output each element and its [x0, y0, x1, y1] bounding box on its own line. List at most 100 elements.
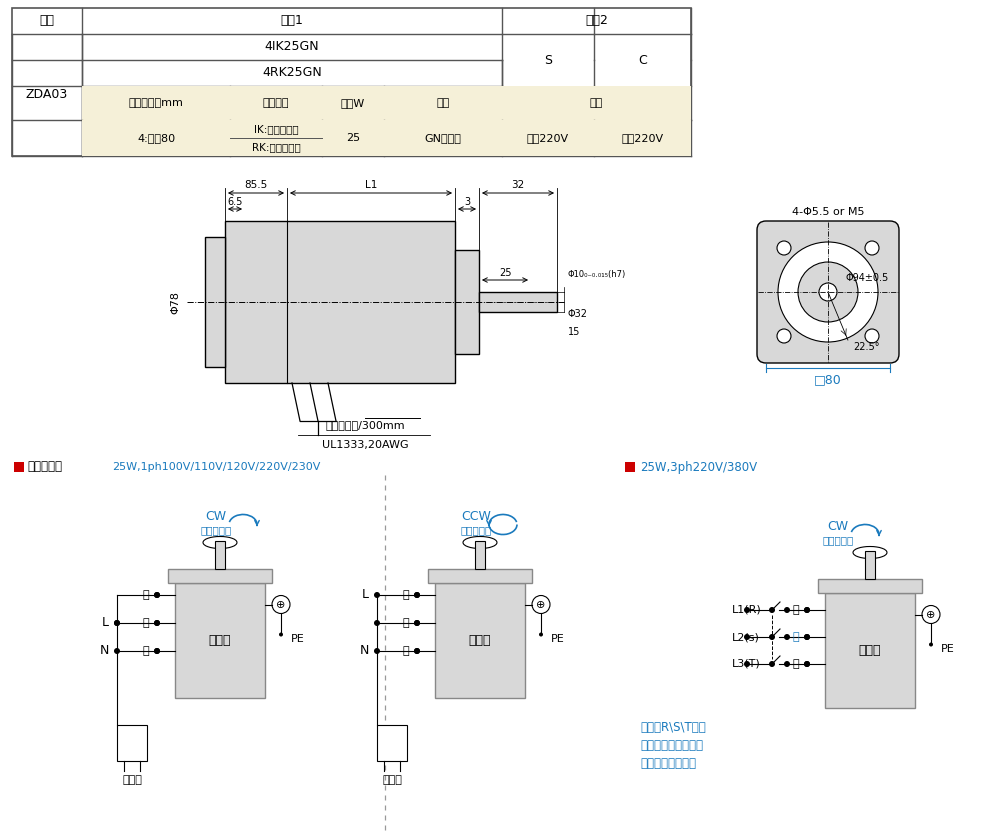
Circle shape	[114, 620, 120, 626]
Text: 接线示意图: 接线示意图	[27, 460, 62, 473]
Bar	[12, 8, 691, 156]
FancyBboxPatch shape	[757, 221, 899, 363]
Text: 顺时针方向: 顺时针方向	[200, 526, 231, 536]
Text: PE: PE	[291, 635, 305, 645]
Circle shape	[154, 648, 160, 654]
Circle shape	[154, 592, 160, 598]
Text: 蓝: 蓝	[403, 590, 409, 600]
Text: 电动机: 电动机	[859, 643, 881, 656]
Text: 红: 红	[143, 646, 149, 656]
Text: 单相220V: 单相220V	[621, 133, 664, 143]
Text: IK:感应电动机: IK:感应电动机	[254, 124, 299, 134]
Text: 32: 32	[511, 180, 525, 190]
Text: UL1333,20AWG: UL1333,20AWG	[321, 440, 409, 450]
Text: 25W,1ph100V/110V/120V/220V/230V: 25W,1ph100V/110V/120V/220V/230V	[112, 462, 320, 472]
Text: 白: 白	[143, 618, 149, 628]
Text: L3(T): L3(T)	[732, 659, 761, 669]
Circle shape	[804, 607, 810, 613]
Text: CCW: CCW	[461, 510, 491, 523]
Text: 22.5°: 22.5°	[853, 342, 879, 352]
Circle shape	[272, 596, 290, 613]
Circle shape	[374, 592, 380, 598]
Bar	[322, 86, 384, 120]
Text: 电动机尺寸mm: 电动机尺寸mm	[129, 98, 184, 108]
Circle shape	[414, 648, 420, 654]
Text: 25: 25	[499, 268, 511, 278]
Text: 4IK25GN: 4IK25GN	[265, 41, 319, 53]
Text: 功率W: 功率W	[341, 98, 365, 108]
Text: L: L	[362, 588, 369, 602]
Text: ⊕: ⊕	[277, 600, 286, 610]
Text: 电容器: 电容器	[382, 775, 402, 785]
Circle shape	[769, 661, 775, 667]
Text: 白: 白	[403, 618, 409, 628]
Circle shape	[922, 606, 940, 623]
Circle shape	[279, 632, 283, 636]
Text: 轴类: 轴类	[436, 98, 449, 108]
Bar	[230, 120, 322, 156]
Text: Φ78: Φ78	[170, 290, 180, 314]
Circle shape	[784, 634, 790, 640]
Text: 红: 红	[403, 646, 409, 656]
Text: ⊕: ⊕	[927, 610, 935, 620]
Text: 4:表示80: 4:表示80	[137, 133, 175, 143]
Circle shape	[784, 607, 790, 613]
Circle shape	[114, 648, 120, 654]
Bar	[225, 221, 455, 383]
Circle shape	[804, 661, 810, 667]
Text: Φ32: Φ32	[568, 309, 588, 319]
Text: 规格1: 规格1	[281, 14, 304, 27]
Bar	[625, 462, 635, 472]
Circle shape	[777, 241, 791, 255]
Circle shape	[414, 620, 420, 626]
Text: L1: L1	[365, 180, 377, 190]
Text: Φ94±0.5: Φ94±0.5	[846, 273, 889, 283]
Text: 类型名称: 类型名称	[263, 98, 290, 108]
Bar	[865, 551, 875, 578]
Text: 意二条，电动机会作: 意二条，电动机会作	[640, 739, 703, 752]
Circle shape	[778, 242, 878, 342]
Text: 三相220V: 三相220V	[527, 133, 569, 143]
Circle shape	[539, 632, 543, 636]
Circle shape	[865, 329, 879, 343]
Circle shape	[414, 592, 420, 598]
Text: 85.5: 85.5	[244, 180, 268, 190]
Bar	[205, 237, 225, 367]
Circle shape	[744, 661, 750, 667]
Text: C: C	[638, 53, 647, 67]
Bar	[82, 120, 230, 156]
Text: 逆时针方向: 逆时针方向	[460, 526, 492, 536]
Circle shape	[532, 596, 550, 613]
Text: 3: 3	[464, 197, 470, 207]
Bar	[377, 725, 407, 760]
Bar	[479, 292, 557, 312]
Circle shape	[374, 620, 380, 626]
Bar	[117, 725, 147, 760]
Circle shape	[414, 592, 420, 598]
Text: L2(s): L2(s)	[732, 632, 760, 642]
Bar	[502, 86, 691, 120]
Text: 白: 白	[793, 659, 799, 669]
Text: 蓝: 蓝	[793, 632, 799, 642]
Text: 蓝: 蓝	[143, 590, 149, 600]
Text: 电动机导线/300mm: 电动机导线/300mm	[325, 420, 405, 430]
Bar	[384, 86, 502, 120]
Bar	[215, 541, 225, 568]
Text: CW: CW	[827, 520, 848, 533]
Circle shape	[154, 620, 160, 626]
Text: ⊕: ⊕	[537, 600, 546, 610]
Text: 25W,3ph220V/380V: 25W,3ph220V/380V	[640, 460, 757, 473]
Text: 电容器: 电容器	[122, 775, 142, 785]
Circle shape	[154, 620, 160, 626]
Text: 15: 15	[568, 327, 580, 337]
Text: 6.5: 6.5	[227, 197, 243, 207]
Text: 顺时针方向: 顺时针方向	[822, 536, 854, 546]
Circle shape	[777, 329, 791, 343]
Text: L1(R): L1(R)	[732, 605, 762, 615]
Bar	[82, 86, 230, 120]
Text: 4RK25GN: 4RK25GN	[262, 67, 321, 80]
Circle shape	[929, 642, 933, 646]
Circle shape	[804, 661, 810, 667]
Text: GN型齿轴: GN型齿轴	[425, 133, 461, 143]
Bar	[825, 592, 915, 707]
